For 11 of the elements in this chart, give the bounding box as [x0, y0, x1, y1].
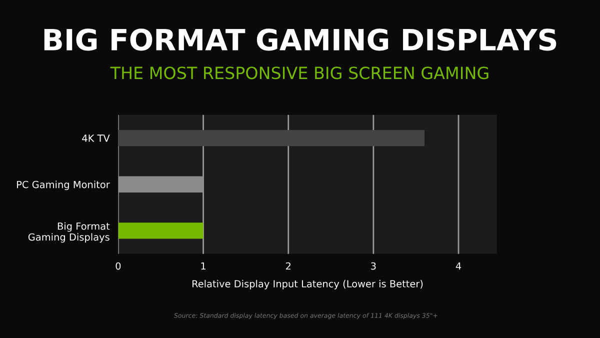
x-tick-label: 1 [201, 262, 206, 270]
x-tick-label: 0 [116, 262, 121, 270]
y-tick-label: 4K TV [82, 134, 110, 142]
x-axis-title: Relative Display Input Latency (Lower is Better) [192, 280, 423, 290]
x-tick-label: 3 [371, 262, 376, 270]
y-tick-label: Big Format Gaming Displays [28, 222, 110, 243]
chart-title: BIG FORMAT GAMING DISPLAYS [44, 28, 556, 51]
chart-subtitle: THE MOST RESPONSIVE BIG SCREEN GAMING [110, 66, 488, 80]
x-tick-label: 4 [456, 262, 462, 270]
y-tick-label: PC Gaming Monitor [17, 180, 110, 190]
x-tick-label: 2 [286, 262, 290, 270]
